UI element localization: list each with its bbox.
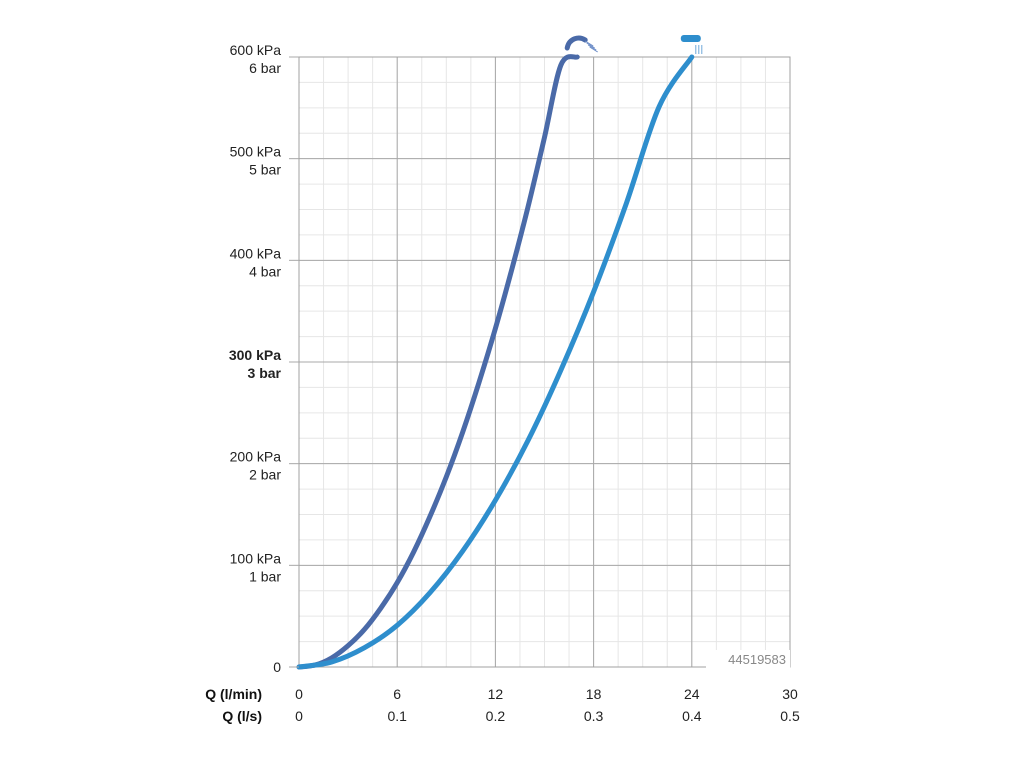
y-tick-label-kpa: 600 kPa xyxy=(230,42,282,58)
x-tick-label-ls: 0.5 xyxy=(780,708,800,724)
series-layer xyxy=(296,54,695,670)
x-tick-labels: 0 0 6 0.1 12 0.2 18 0.3 24 0.4 30 0.5 xyxy=(295,686,800,724)
x-tick-label-ls: 0 xyxy=(295,708,303,724)
x-tick-label-ls: 0.1 xyxy=(387,708,407,724)
y-tick-label-kpa: 200 kPa xyxy=(230,449,282,465)
spray-line xyxy=(586,42,595,49)
y-tick-label-bar: 3 bar xyxy=(248,365,282,381)
y-tick-label-bar: 1 bar xyxy=(249,568,281,584)
hand-shower-head xyxy=(680,35,701,42)
x-tick-label-ls: 0.3 xyxy=(584,708,604,724)
y-tick-label-kpa: 400 kPa xyxy=(230,245,282,261)
y-tick-label-kpa: 500 kPa xyxy=(230,144,282,160)
x-tick-label-ls: 0.2 xyxy=(486,708,506,724)
series-line-1 xyxy=(296,54,580,670)
x-tick-label-lmin: 6 xyxy=(393,686,401,702)
spray-line xyxy=(584,40,594,47)
x-tick-label-lmin: 18 xyxy=(586,686,602,702)
y-tick-label-bar: 4 bar xyxy=(249,263,281,279)
y-tick-labels: 0 100 kPa 1 bar 200 kPa 2 bar 300 kPa 3 bar 400… xyxy=(229,42,299,675)
x-tick-label-lmin: 12 xyxy=(488,686,504,702)
y-tick-label-bar: 2 bar xyxy=(249,467,281,483)
series-line-2 xyxy=(296,54,695,670)
y-tick-label-bar: 5 bar xyxy=(249,162,281,178)
x-tick-label-lmin: 24 xyxy=(684,686,700,702)
shower-arm xyxy=(564,35,588,51)
y-tick-label-kpa: 0 xyxy=(273,659,281,675)
id-label-background xyxy=(706,650,790,668)
y-tick-label-kpa: 300 kPa xyxy=(229,347,281,363)
x-tick-label-ls: 0.4 xyxy=(682,708,702,724)
y-tick-label-bar: 6 bar xyxy=(249,60,281,76)
x-axis-title-primary: Q (l/min) xyxy=(205,686,262,702)
x-tick-label-lmin: 0 xyxy=(295,686,303,702)
rain-shower-head-icon xyxy=(564,35,598,53)
x-tick-label-lmin: 30 xyxy=(782,686,798,702)
spray-line xyxy=(589,46,598,53)
x-axis-title-secondary: Q (l/s) xyxy=(222,708,262,724)
series-icons xyxy=(564,35,703,54)
hand-shower-icon xyxy=(680,35,703,54)
id-label: 44519583 xyxy=(728,652,786,667)
spray-line xyxy=(587,44,597,51)
y-tick-label-kpa: 100 kPa xyxy=(230,550,282,566)
